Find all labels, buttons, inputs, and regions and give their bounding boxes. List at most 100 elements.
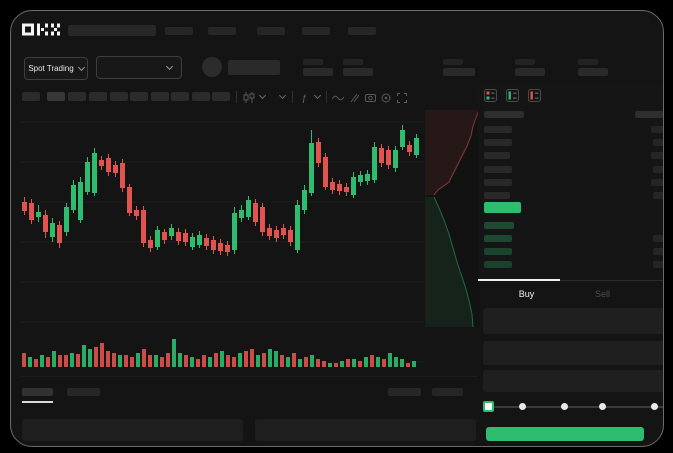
ask-row-price[interactable] — [484, 192, 510, 199]
ask-row-size — [653, 139, 663, 147]
slider-stop[interactable] — [519, 403, 526, 410]
timeframe-button[interactable] — [151, 92, 169, 101]
slider-stop[interactable] — [651, 403, 658, 410]
bid-row-size — [653, 235, 663, 242]
line-chart-icon[interactable] — [331, 92, 345, 103]
chevron-down-icon[interactable] — [313, 91, 322, 100]
market-selector-label: Spot Trading — [28, 64, 74, 73]
stat-label-placeholder — [443, 59, 463, 65]
toolbar-divider — [292, 91, 293, 103]
nav-item-placeholder[interactable] — [257, 27, 285, 35]
search-input[interactable] — [68, 25, 156, 36]
timeframe-button[interactable] — [22, 92, 40, 101]
nav-item-placeholder[interactable] — [165, 27, 193, 35]
bid-row-price[interactable] — [484, 222, 514, 229]
timeframe-button-active[interactable] — [47, 92, 65, 101]
stat-label-placeholder — [343, 59, 363, 65]
amount-input[interactable] — [483, 341, 663, 365]
slider-stop[interactable] — [599, 403, 606, 410]
chevron-down-icon — [165, 62, 174, 70]
stat-value-placeholder — [515, 68, 545, 76]
stat-value-placeholder — [343, 68, 373, 76]
timeframe-button[interactable] — [171, 92, 189, 101]
bid-row-size — [653, 261, 663, 268]
ask-row-size — [651, 178, 663, 186]
book-view-bids-icon[interactable] — [506, 89, 519, 107]
bottom-tab-underline — [22, 401, 53, 403]
candlestick-chart[interactable] — [20, 110, 424, 372]
book-view-asks-icon[interactable] — [528, 89, 541, 107]
book-header-left — [484, 111, 524, 118]
bid-row-price[interactable] — [484, 248, 512, 255]
bottom-input-right[interactable] — [255, 419, 476, 441]
amount-slider[interactable] — [478, 398, 663, 416]
ask-row-price[interactable] — [484, 126, 512, 133]
stat-label-placeholder — [515, 59, 535, 65]
bid-row-size — [653, 248, 663, 255]
candle-type-icon[interactable] — [242, 92, 256, 103]
tab-sell[interactable]: Sell — [594, 289, 610, 299]
slider-handle[interactable] — [483, 401, 494, 412]
toolbar-divider — [236, 91, 237, 103]
depth-chart — [425, 110, 480, 327]
toolbar-divider — [326, 91, 327, 103]
side-tabs: Buy Sell — [478, 279, 663, 305]
stat-value-placeholder — [443, 68, 475, 76]
bid-row-price[interactable] — [484, 235, 512, 242]
chevron-down-icon[interactable] — [278, 91, 287, 100]
nav-item-placeholder[interactable] — [302, 27, 330, 35]
timeframe-button[interactable] — [89, 92, 107, 101]
timeframe-button[interactable] — [130, 92, 148, 101]
bottom-tab-active[interactable] — [22, 388, 53, 396]
timeframe-button[interactable] — [212, 92, 230, 101]
ask-row-price[interactable] — [484, 165, 512, 173]
timeframe-button[interactable] — [68, 92, 86, 101]
bid-row-price[interactable] — [484, 261, 512, 268]
pair-selector-dropdown[interactable] — [96, 56, 182, 79]
ask-row-size — [651, 152, 663, 160]
bottom-tab[interactable] — [67, 388, 100, 396]
ask-row-price[interactable] — [484, 152, 510, 160]
last-price-badge[interactable] — [484, 202, 521, 213]
stat-label-placeholder — [578, 59, 598, 65]
draw-tools-icon[interactable] — [347, 92, 361, 103]
nav-item-placeholder[interactable] — [208, 27, 236, 35]
coin-avatar — [202, 57, 222, 77]
timeframe-button[interactable] — [192, 92, 210, 101]
book-view-split-icon[interactable] — [484, 89, 497, 107]
active-tab-indicator — [478, 279, 560, 281]
nav-item-placeholder[interactable] — [348, 27, 376, 35]
slider-stop[interactable] — [561, 403, 568, 410]
okx-logo — [22, 23, 60, 36]
price-input[interactable] — [483, 308, 663, 334]
market-selector-button[interactable]: Spot Trading — [24, 57, 88, 80]
bottom-input-left[interactable] — [22, 419, 243, 441]
bottom-action-placeholder[interactable] — [432, 388, 463, 396]
ask-row-price[interactable] — [484, 139, 512, 147]
chevron-down-icon[interactable] — [258, 91, 267, 100]
buy-submit-button[interactable] — [486, 427, 644, 441]
pair-name-placeholder — [228, 60, 280, 75]
settings-icon[interactable] — [379, 92, 393, 103]
indicator-fx-icon[interactable]: ƒ — [301, 92, 307, 103]
tab-buy[interactable]: Buy — [518, 289, 535, 299]
chevron-down-icon — [77, 63, 85, 71]
ask-row-price[interactable] — [484, 178, 512, 186]
slider-track[interactable] — [486, 406, 663, 408]
book-header-right — [635, 111, 663, 118]
fullscreen-icon[interactable] — [395, 92, 409, 103]
bottom-action-placeholder[interactable] — [388, 388, 421, 396]
order-book-panel — [478, 85, 663, 280]
bottom-panel — [20, 376, 478, 446]
tabs-divider — [560, 280, 663, 281]
stat-value-placeholder — [303, 68, 333, 76]
ask-row-size — [653, 192, 663, 199]
stat-value-placeholder — [578, 68, 608, 76]
total-input[interactable] — [483, 370, 663, 392]
ask-row-size — [653, 165, 663, 173]
ask-row-size — [651, 126, 663, 133]
app-window: Spot Trading ƒ — [10, 10, 664, 447]
timeframe-button[interactable] — [110, 92, 128, 101]
camera-icon[interactable] — [363, 92, 377, 103]
